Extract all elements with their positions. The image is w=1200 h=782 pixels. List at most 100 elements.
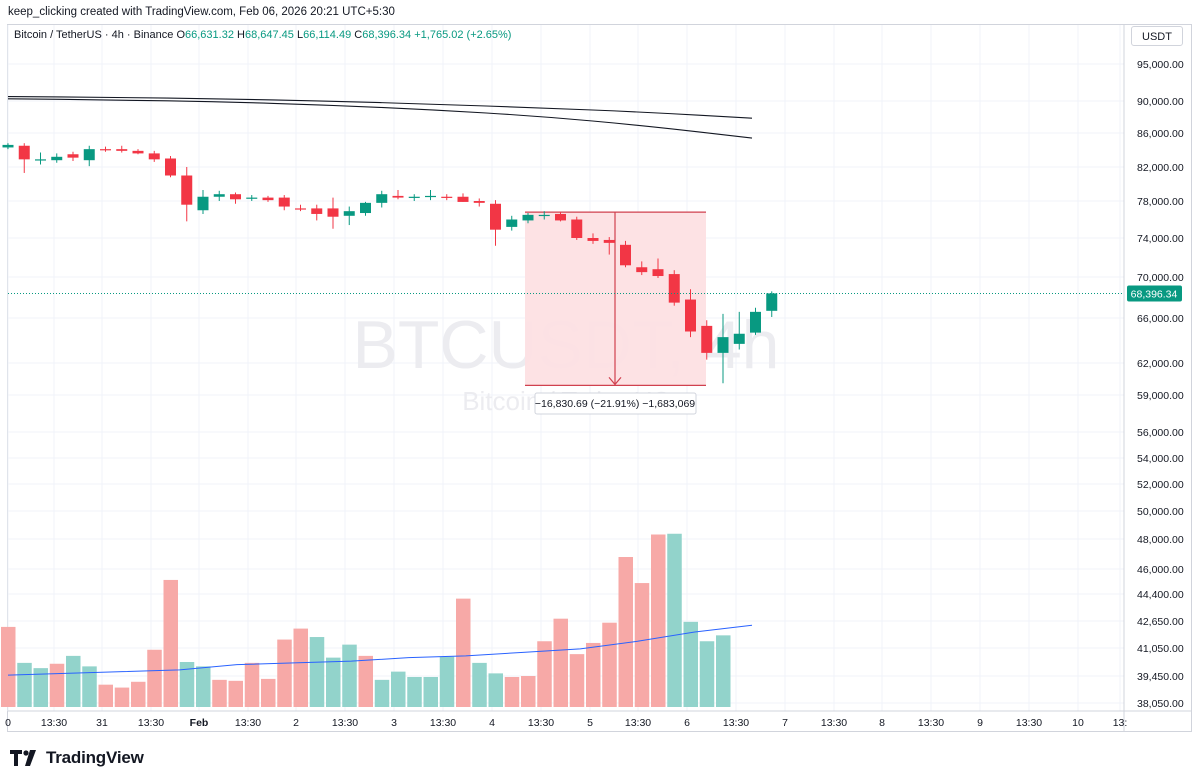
candle-body [165,158,176,176]
volume-bar [326,657,341,707]
volume-bar [131,681,146,707]
volume-bar [212,679,227,707]
time-tick-label: 13:30 [723,717,749,729]
open-value: 66,631.32 [185,29,234,41]
measure-arrow-head [608,377,622,386]
time-tick-label: 5 [587,717,593,729]
time-tick-label: 6 [684,717,690,729]
time-axis: 0 13:30 31 13:30 Feb 13:30 2 13:30 3 13:30 4 13:30 5… [5,717,1127,729]
grid-lines [7,25,1191,731]
candle-body [246,197,258,199]
volume-bar [521,676,536,707]
candle-body [311,208,323,214]
candle-body [636,267,648,273]
volume-bar [586,642,601,707]
candle-body [278,197,290,207]
volume-bar [114,687,130,707]
price-tick-label: 46,000.00 [1137,564,1184,576]
time-tick-label: 13:30 [235,717,261,729]
price-tick-label: 78,000.00 [1137,196,1184,208]
volume-bar [358,655,373,707]
measure-label-group: −16,830.69 (−21.91%) −1,683,069 [534,392,697,415]
time-tick-label: 13:30 [625,717,651,729]
time-tick-label: 13:30 [332,717,358,729]
price-tick-label: 52,000.00 [1137,479,1184,491]
candle-body [35,159,46,161]
candle-body [213,194,225,197]
candle-body [717,337,729,353]
high-label: H [237,29,245,41]
time-tick-label: 10 [1072,717,1084,729]
candle-body [18,145,30,160]
time-tick-label: 13:30 [918,717,944,729]
volume-bar [98,684,113,707]
candle-body [2,144,14,148]
candle-body [295,208,306,210]
volume-bar [228,680,243,707]
volume-bar [309,637,325,707]
price-tick-label: 66,000.00 [1137,313,1184,325]
volume-bar [277,639,292,707]
volume-bar [244,662,260,707]
volume-bar [147,649,162,707]
candle-body [750,311,761,333]
volume-bar [439,656,455,707]
moving-average-line [7,96,753,119]
measure-label: −16,830.69 (−21.91%) −1,683,069 [535,398,695,410]
price-axis: 95,000.00 90,000.00 86,000.00 82,000.00 78,0… [1137,59,1184,710]
low-value: 66,114.49 [303,29,352,41]
candle-body [733,333,745,344]
volume-bar [82,666,97,707]
candle-body [197,196,209,211]
volume-bar [49,663,65,707]
volume-bar [33,668,48,707]
volume-bar [651,534,666,707]
price-tick-label: 54,000.00 [1137,453,1184,465]
volume-bar [667,533,682,707]
candle-body [522,214,534,221]
price-tick-label: 70,000.00 [1137,272,1184,284]
candle-body [51,156,63,161]
volume-bar [1,626,16,707]
time-tick-label: 13:30 [41,717,67,729]
time-tick-label: 13:30 [430,717,456,729]
volume-moving-average [7,624,753,676]
volume-bars [1,533,731,707]
last-price-value: 68,396.34 [1131,288,1178,300]
volume-bar [553,618,568,707]
currency-button[interactable]: USDT [1131,26,1183,46]
volume-bar [699,641,715,707]
high-value: 68,647.45 [244,29,294,41]
symbol-title[interactable]: Bitcoin / TetherUS · 4h · Binance [14,29,174,41]
candle-body [538,214,550,217]
close-value: 68,396.34 [362,29,412,41]
price-tick-label: 95,000.00 [1137,59,1184,71]
candle-body [587,238,599,241]
candle-body [668,274,680,303]
price-tick-label: 56,000.00 [1137,427,1184,439]
candle-body [67,154,79,158]
candle-body [457,196,469,202]
candle-body [473,201,485,203]
tradingview-footer: TradingView [10,745,144,771]
price-tick-label: 48,000.00 [1137,534,1184,546]
price-tick-label: 86,000.00 [1137,128,1184,140]
change-value: +1,765.02 (+2.65%) [414,29,512,41]
volume-bar [716,635,731,707]
price-tick-label: 82,000.00 [1137,162,1184,174]
price-moving-averages [7,96,753,139]
volume-bar [179,662,195,707]
candles [2,143,778,384]
volume-bar [293,628,308,707]
price-tick-label: 41,050.00 [1137,643,1184,655]
price-tick-label: 74,000.00 [1137,233,1184,245]
price-tick-label: 62,000.00 [1137,358,1184,370]
time-tick-label: 13: [1113,717,1128,729]
time-tick-label: 9 [977,717,983,729]
candle-body [652,269,664,277]
candle-body [571,219,583,238]
last-price-badge [1127,285,1182,302]
ohlc-legend: Bitcoin / TetherUS · 4h · Binance O66,63… [14,27,511,43]
candle-body [327,208,339,217]
